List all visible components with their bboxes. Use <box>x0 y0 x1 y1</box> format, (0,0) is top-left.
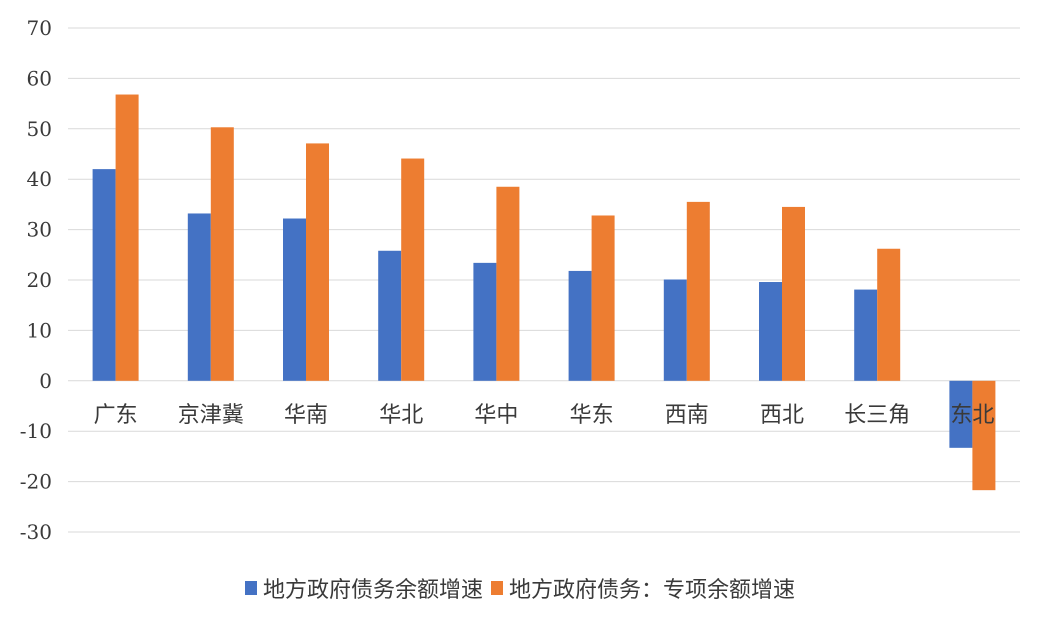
legend-label-series-1: 地方政府债务余额增速 <box>262 578 483 603</box>
bar-series-1-华南 <box>283 218 306 381</box>
category-label: 华中 <box>474 403 518 428</box>
legend: 地方政府债务余额增速 地方政府债务：专项余额增速 <box>0 568 1040 608</box>
bar-series-2-广东 <box>115 94 139 381</box>
category-label: 华东 <box>570 403 614 428</box>
category-label: 华北 <box>379 403 423 428</box>
bar-series-2-东北 <box>972 380 996 491</box>
bars <box>92 94 996 491</box>
bar-series-1-华东 <box>568 270 592 381</box>
y-tick-label: -30 <box>20 520 52 544</box>
category-label: 广东 <box>94 403 138 428</box>
legend-swatch-series-2 <box>491 581 503 595</box>
y-tick-label: 70 <box>27 16 52 40</box>
category-labels: 广东 京津冀 华南 华北 华中 华东 西南 西北 长三角 东北 <box>94 403 995 428</box>
y-tick-label: -20 <box>20 470 52 494</box>
category-label: 京津冀 <box>178 403 244 428</box>
y-tick-label: 10 <box>27 318 52 342</box>
bar-series-2-西南 <box>686 201 710 381</box>
y-tick-label: 40 <box>27 167 52 191</box>
y-tick-label: 50 <box>27 117 52 141</box>
y-tick-label: -10 <box>20 419 52 443</box>
bar-series-1-华中 <box>473 262 497 381</box>
bar-series-1-西北 <box>759 282 782 381</box>
bar-series-2-长三角 <box>877 248 901 381</box>
bar-series-2-华中 <box>496 186 520 381</box>
category-label: 东北 <box>950 403 994 428</box>
legend-swatch-series-1 <box>244 581 257 595</box>
y-tick-label: 30 <box>27 218 52 242</box>
bar-series-1-广东 <box>92 169 116 381</box>
category-label: 华南 <box>284 403 328 428</box>
y-axis-ticks: 70 60 50 40 30 20 10 0 -10 -20 -30 <box>20 16 52 544</box>
bar-series-2-华东 <box>591 215 615 381</box>
category-label: 西南 <box>665 403 709 428</box>
bar-series-1-东北 <box>949 380 973 448</box>
y-tick-label: 60 <box>27 66 52 90</box>
bar-series-2-京津冀 <box>210 127 234 381</box>
bar-series-1-长三角 <box>854 289 878 381</box>
bar-series-2-西北 <box>782 206 805 381</box>
legend-item-series-2: 地方政府债务：专项余额增速 <box>491 572 795 604</box>
bar-series-1-西南 <box>663 279 687 381</box>
bar-series-2-华北 <box>401 158 425 381</box>
category-label: 西北 <box>760 403 804 428</box>
category-label: 长三角 <box>844 403 910 428</box>
y-tick-label: 20 <box>27 268 52 292</box>
bar-series-2-华南 <box>306 143 329 381</box>
bar-series-1-华北 <box>378 250 402 381</box>
legend-item-series-1: 地方政府债务余额增速 <box>244 572 483 604</box>
legend-label-series-2: 地方政府债务：专项余额增速 <box>509 578 796 603</box>
y-tick-label: 0 <box>39 369 52 393</box>
bar-series-1-京津冀 <box>187 213 211 381</box>
